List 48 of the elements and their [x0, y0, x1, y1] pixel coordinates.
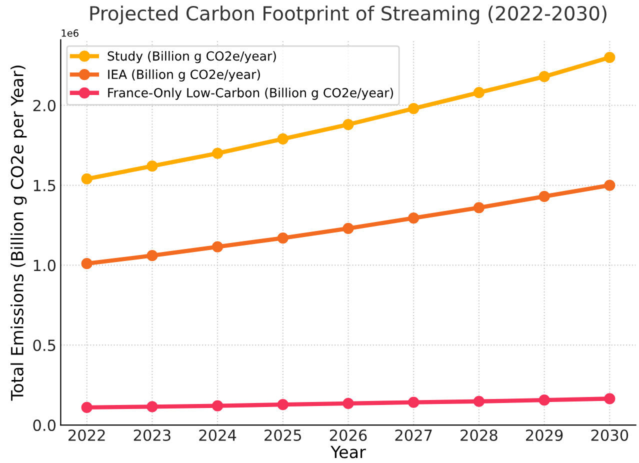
point: [277, 133, 288, 144]
y-tick-label: 1.5: [34, 180, 56, 192]
x-tick-label: 2026: [330, 429, 367, 442]
point: [473, 396, 485, 407]
point: [342, 118, 354, 130]
point: [408, 396, 420, 408]
legend-label: IEA (Billion g CO2e/year): [108, 69, 260, 82]
point: [146, 401, 158, 412]
y-tick-label: 0.5: [33, 340, 56, 352]
point: [146, 250, 158, 262]
legend-label: Study (Billion g CO2e/year): [108, 51, 276, 64]
point: [473, 87, 485, 98]
point: [538, 394, 550, 406]
point: [212, 241, 224, 252]
point: [538, 190, 550, 202]
point: [604, 393, 616, 404]
y-tick-label: 1.0: [34, 260, 56, 272]
point: [473, 202, 485, 214]
x-tick-label: 2030: [591, 429, 628, 442]
point: [342, 222, 354, 234]
point: [604, 180, 616, 191]
point: [538, 71, 550, 82]
point: [277, 399, 288, 410]
y-tick-label: 0.0: [33, 420, 56, 432]
point: [81, 258, 92, 270]
chart-title: Projected Carbon Footprint of Streaming (2022-2030): [90, 6, 606, 24]
point: [604, 52, 616, 63]
point: [81, 402, 92, 414]
text: 1e6: [62, 29, 78, 37]
point: [146, 160, 158, 172]
point: [277, 232, 288, 244]
point: [342, 398, 354, 410]
x-tick-label: 2024: [199, 429, 236, 442]
y-axis-title: Total Emissions (Billion g CO2e per Year): [10, 66, 27, 401]
x-tick-label: 2022: [68, 429, 105, 442]
y-tick-label: 2.0: [33, 100, 56, 112]
x-tick-label: 2028: [460, 429, 498, 442]
x-tick-label: 2025: [264, 429, 302, 442]
x-tick-label: 2029: [526, 429, 563, 442]
point: [408, 212, 420, 224]
point: [81, 173, 92, 184]
x-tick-label: 2023: [134, 429, 170, 442]
point: [408, 102, 420, 114]
x-tick-label: 2027: [395, 429, 432, 442]
point: [212, 148, 224, 159]
point: [212, 400, 224, 412]
x-axis-title: Year: [330, 446, 366, 458]
legend-label: France-Only Low-Carbon (Billion g CO2e/year): [108, 88, 394, 100]
